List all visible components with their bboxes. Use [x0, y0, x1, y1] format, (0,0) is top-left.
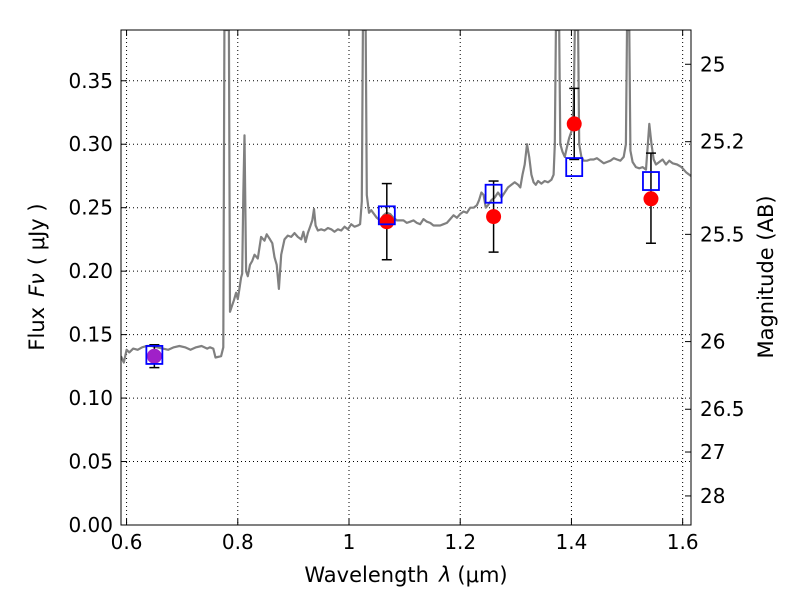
- observed-point: [566, 116, 582, 132]
- y-tick-label: 0.20: [68, 259, 113, 283]
- axis-ticks: 0.6 0.8 1 1.2 1.4 1.6 0.00 0.05 0.10 0.15 0.20 0.25…: [68, 30, 745, 554]
- y-tick-label: 0.10: [68, 386, 113, 410]
- model-flux-box: [145, 345, 164, 365]
- y2-tick-label: 25.5: [700, 222, 745, 246]
- plot-frame: [120, 29, 692, 526]
- x-tick-label: 1.4: [556, 530, 588, 554]
- grid-lines: [121, 30, 691, 525]
- x-tick-label: 0.8: [222, 530, 254, 554]
- x-tick-label: 0.6: [111, 530, 143, 554]
- y-tick-label: 0.05: [68, 450, 113, 474]
- model-flux-box: [377, 205, 396, 226]
- y-tick-label: 0.35: [68, 69, 113, 93]
- model-flux-box: [565, 157, 584, 177]
- observed-point: [379, 214, 395, 230]
- model-flux-box: [642, 171, 660, 191]
- y-tick-label: 0.15: [68, 323, 113, 347]
- y-tick-label: 0.30: [68, 132, 113, 156]
- y2-tick-label: 25.2: [700, 130, 745, 154]
- y2-tick-label: 26: [700, 330, 725, 354]
- observed-point: [146, 348, 162, 364]
- spectrum-line: [121, 30, 691, 364]
- data-layer: [121, 30, 691, 369]
- y2-tick-label: 27: [700, 440, 725, 464]
- model-flux-box: [484, 183, 503, 204]
- y2-tick-label: 25: [700, 52, 725, 76]
- x-axis-title: Wavelength λ (μm): [304, 563, 507, 587]
- y2-axis-title: Magnitude (AB): [754, 195, 778, 358]
- y-tick-label: 0.00: [68, 513, 113, 537]
- observed-point: [643, 191, 659, 207]
- plot-background: [121, 30, 691, 525]
- y-axis-title: FluxFν( μJy ): [25, 203, 49, 350]
- x-tick-label: 1: [343, 530, 356, 554]
- x-tick-label: 1.2: [444, 530, 476, 554]
- y2-tick-label: 28: [700, 484, 725, 508]
- observed-point: [486, 209, 502, 225]
- x-tick-label: 1.6: [667, 530, 699, 554]
- y2-tick-label: 26.5: [700, 397, 745, 421]
- y-tick-label: 0.25: [68, 196, 113, 220]
